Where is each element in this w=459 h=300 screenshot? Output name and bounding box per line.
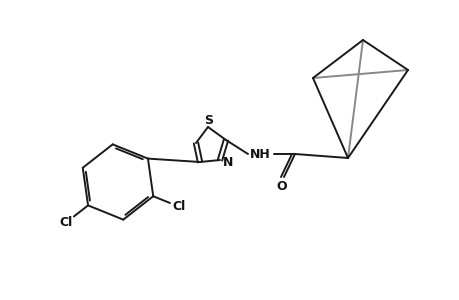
Text: S: S — [204, 113, 213, 127]
Text: N: N — [222, 157, 233, 169]
Text: O: O — [276, 179, 287, 193]
Text: NH: NH — [249, 148, 270, 160]
Text: Cl: Cl — [59, 216, 73, 229]
Text: Cl: Cl — [172, 200, 185, 213]
